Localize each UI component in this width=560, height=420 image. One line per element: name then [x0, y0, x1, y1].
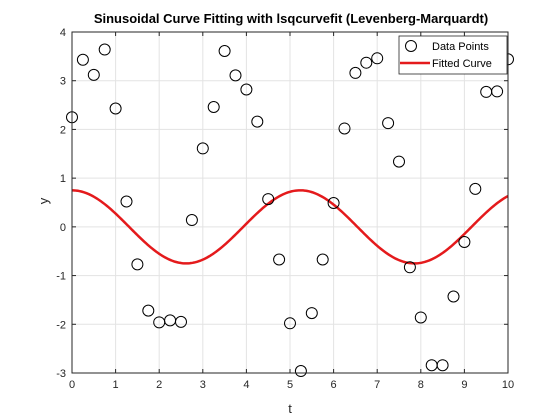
data-point	[185, 214, 198, 227]
x-tick-label: 0	[69, 379, 75, 391]
y-tick-label: 2	[60, 124, 66, 136]
fitted-curve-line	[71, 189, 509, 265]
data-point	[316, 253, 329, 266]
data-point	[273, 253, 286, 266]
x-tick-label: 1	[113, 379, 119, 391]
data-point	[229, 69, 242, 82]
data-point	[360, 56, 373, 69]
legend: Data Points Fitted Curve	[398, 35, 508, 75]
data-point	[491, 85, 504, 98]
data-point	[240, 83, 253, 96]
x-tick-label: 3	[200, 379, 206, 391]
data-point	[371, 52, 384, 65]
data-point	[284, 317, 296, 330]
data-point	[87, 68, 100, 81]
data-point	[218, 44, 231, 57]
x-tick-label: 6	[331, 379, 337, 391]
chart-title: Sinusoidal Curve Fitting with lsqcurvefi…	[94, 11, 488, 26]
y-tick-label: 4	[60, 27, 66, 39]
ticks: 0 1 2 3 4 5 6 7 8 9 10 -3 -2 -1 0 1 2 3 4	[56, 27, 514, 391]
y-tick-label: 0	[60, 222, 66, 234]
data-point	[327, 196, 340, 209]
data-point	[207, 101, 220, 114]
data-point	[447, 290, 460, 303]
data-point	[382, 117, 395, 130]
data-point	[458, 235, 471, 248]
data-point	[131, 258, 144, 271]
data-point	[142, 304, 155, 317]
data-point	[436, 359, 449, 372]
x-axis-label: t	[288, 401, 292, 416]
data-point	[109, 102, 122, 115]
x-tick-label: 8	[418, 379, 424, 391]
legend-label-data-points: Data Points	[432, 41, 489, 53]
data-point	[393, 155, 405, 168]
data-point	[175, 315, 187, 328]
y-tick-label: 3	[60, 76, 66, 88]
x-tick-label: 9	[461, 379, 467, 391]
y-tick-label: -2	[56, 319, 66, 331]
data-point	[403, 261, 416, 274]
x-tick-label: 4	[243, 379, 249, 391]
y-tick-label: -1	[56, 271, 66, 283]
data-point	[305, 307, 318, 320]
y-tick-label: 1	[60, 173, 66, 185]
data-point	[469, 182, 482, 195]
y-tick-label: -3	[56, 368, 66, 380]
fitted-curve-layer	[71, 189, 509, 265]
data-point	[294, 365, 307, 378]
y-axis-label: y	[36, 197, 51, 204]
x-tick-label: 5	[287, 379, 293, 391]
data-point	[414, 311, 427, 324]
data-point	[338, 122, 351, 135]
data-point	[251, 115, 264, 128]
legend-label-fitted-curve: Fitted Curve	[432, 58, 492, 70]
data-point	[98, 43, 111, 56]
data-point	[349, 66, 362, 79]
legend-marker-data-points	[405, 40, 417, 52]
x-tick-label: 2	[156, 379, 162, 391]
data-points-layer	[66, 43, 514, 378]
data-point	[76, 53, 89, 66]
data-point	[262, 193, 275, 206]
legend-box	[398, 35, 508, 75]
data-point	[120, 195, 133, 208]
data-point	[196, 142, 209, 155]
x-tick-label: 10	[502, 379, 514, 391]
x-tick-label: 7	[374, 379, 380, 391]
